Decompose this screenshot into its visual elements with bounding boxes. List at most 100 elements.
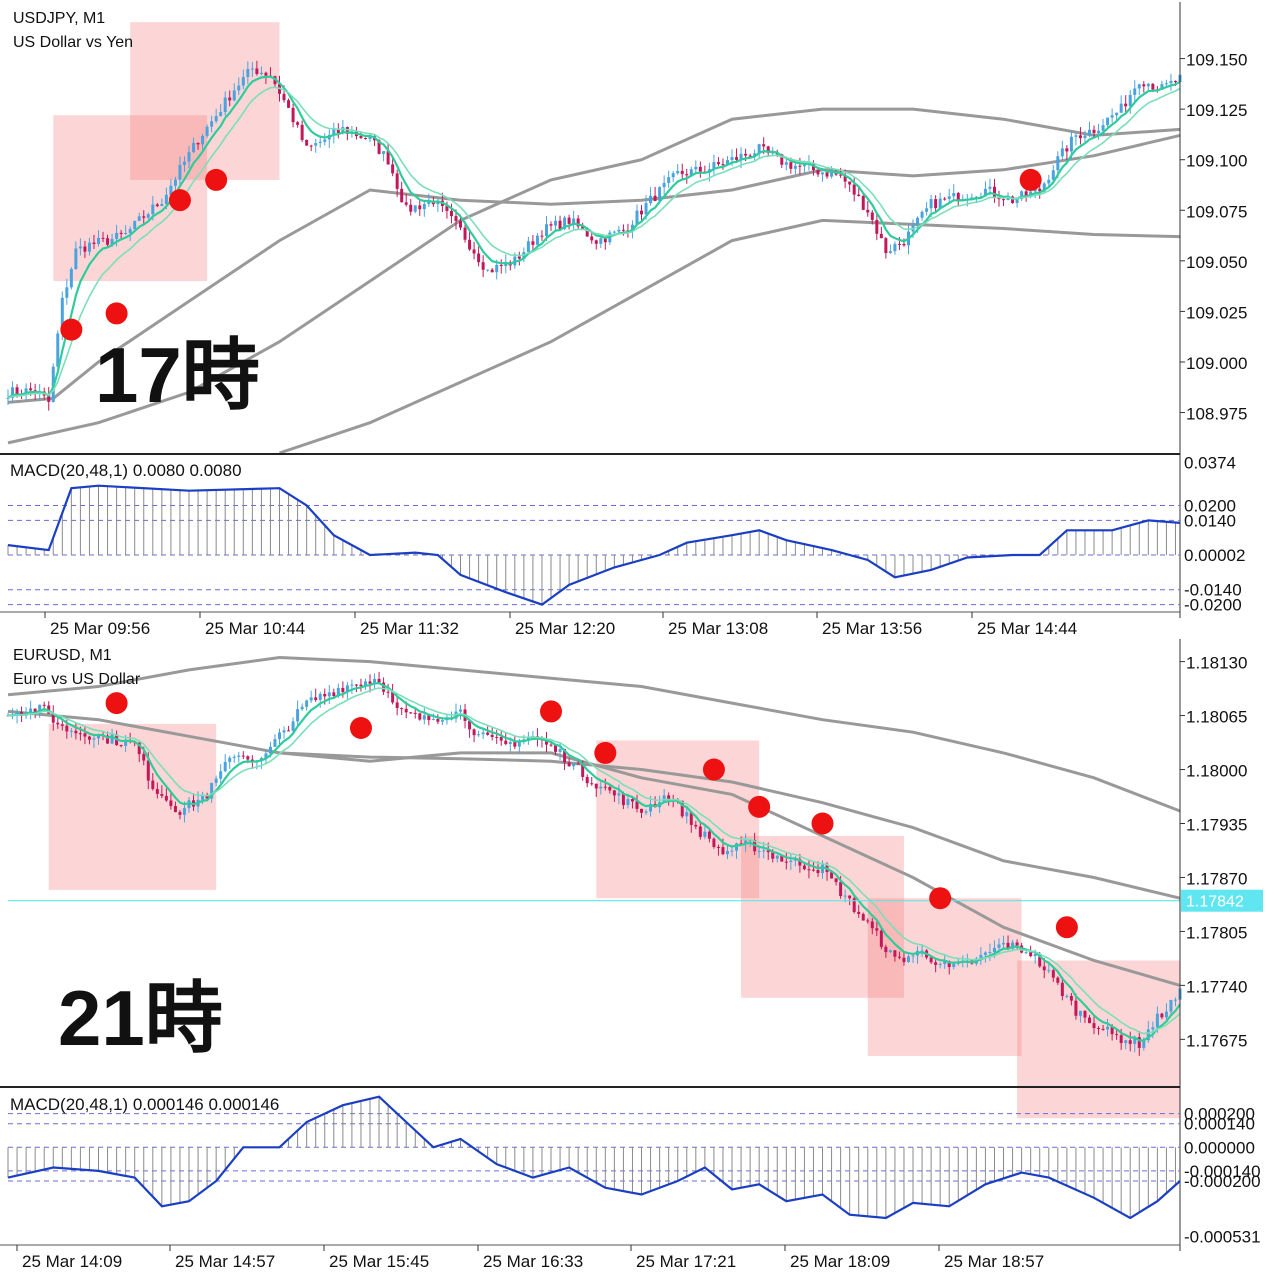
macd-signal-line bbox=[7, 484, 1181, 606]
candle-body bbox=[685, 174, 689, 176]
candle-body bbox=[296, 709, 300, 722]
candle-body bbox=[821, 172, 825, 175]
candle-body bbox=[1106, 117, 1110, 126]
candle-body bbox=[1074, 1000, 1078, 1016]
y-tick-label: 1.17805 bbox=[1186, 923, 1247, 942]
candle-body bbox=[436, 719, 440, 722]
candle-body bbox=[201, 795, 205, 800]
candle-body bbox=[409, 712, 413, 714]
candle-body bbox=[535, 235, 539, 245]
candle-body bbox=[472, 729, 476, 736]
candle-body bbox=[359, 684, 363, 687]
candle-body bbox=[694, 824, 698, 827]
candle-body bbox=[151, 204, 155, 215]
candle-body bbox=[477, 734, 481, 736]
candle-body bbox=[676, 170, 680, 174]
candle-body bbox=[603, 238, 607, 243]
candle-body bbox=[870, 921, 874, 929]
macd-signal-line bbox=[7, 1095, 1181, 1220]
candle-body bbox=[567, 217, 571, 224]
candle-body bbox=[1151, 1027, 1155, 1030]
candle-body bbox=[477, 253, 481, 263]
candle-body bbox=[268, 746, 272, 754]
candle-body bbox=[816, 170, 820, 175]
candle-body bbox=[459, 220, 463, 228]
candle-body bbox=[1115, 112, 1119, 116]
candle-body bbox=[1015, 198, 1019, 204]
candle-body bbox=[1092, 129, 1096, 134]
candle-body bbox=[87, 736, 91, 740]
candle-body bbox=[214, 116, 218, 122]
candle-body bbox=[1069, 995, 1073, 1001]
macd-y-tick-label: 0.00002 bbox=[1184, 546, 1245, 565]
candle-body bbox=[309, 145, 313, 147]
candle-body bbox=[404, 708, 408, 713]
candle-body bbox=[300, 706, 304, 710]
candle-body bbox=[617, 229, 621, 232]
candle-body bbox=[830, 872, 834, 879]
candle-body bbox=[599, 786, 603, 789]
candle-body bbox=[866, 209, 870, 213]
signal-marker-4 bbox=[205, 168, 228, 191]
candle-body bbox=[205, 126, 209, 136]
candle-body bbox=[187, 800, 191, 809]
candle-body bbox=[472, 249, 476, 254]
candle-body bbox=[318, 693, 322, 701]
candle-body bbox=[481, 262, 485, 270]
candle-body bbox=[323, 693, 327, 697]
candle-body bbox=[495, 736, 499, 738]
candle-body bbox=[735, 157, 739, 160]
signal-marker-6 bbox=[748, 795, 771, 818]
y-tick-label: 1.17675 bbox=[1186, 1031, 1247, 1050]
candle-body bbox=[1119, 103, 1123, 113]
candle-body bbox=[83, 733, 87, 737]
candle-body bbox=[178, 812, 182, 815]
candle-body bbox=[929, 199, 933, 209]
candle-body bbox=[992, 186, 996, 197]
candle-body bbox=[762, 850, 766, 852]
candle-body bbox=[255, 68, 259, 74]
candle-body bbox=[603, 786, 607, 788]
x-tick-label: 25 Mar 13:56 bbox=[822, 619, 922, 638]
candle-body bbox=[1124, 103, 1128, 107]
candle-body bbox=[60, 724, 64, 726]
candle-body bbox=[296, 122, 300, 125]
candle-body bbox=[146, 214, 150, 218]
candle-body bbox=[893, 243, 897, 252]
candle-body bbox=[716, 846, 720, 848]
candle-body bbox=[572, 218, 576, 224]
candle-body bbox=[544, 740, 548, 745]
candle-body bbox=[644, 811, 648, 813]
candle-body bbox=[160, 793, 164, 796]
macd-y-tick-label: 0.000140 bbox=[1184, 1115, 1255, 1134]
candle-body bbox=[807, 869, 811, 871]
signal-marker-2 bbox=[105, 302, 128, 325]
candle-body bbox=[956, 193, 960, 202]
candle-body bbox=[427, 715, 431, 721]
candle-body bbox=[97, 237, 101, 245]
chart-subtitle: US Dollar vs Yen bbox=[13, 34, 133, 51]
candle-body bbox=[65, 725, 69, 732]
candle-body bbox=[757, 850, 761, 852]
candle-body bbox=[1173, 80, 1177, 83]
candle-body bbox=[594, 783, 598, 789]
candle-body bbox=[1169, 999, 1173, 1012]
candle-body bbox=[173, 179, 177, 186]
band-line-lower bbox=[279, 751, 1181, 900]
candle-body bbox=[635, 210, 639, 225]
candle-body bbox=[707, 831, 711, 839]
band-line-lower bbox=[279, 218, 1181, 455]
candle-body bbox=[549, 224, 553, 226]
candle-body bbox=[771, 852, 775, 859]
candle-body bbox=[228, 97, 232, 101]
candle-body bbox=[1097, 130, 1101, 134]
candle-body bbox=[630, 224, 634, 231]
candle-body bbox=[780, 154, 784, 165]
candle-body bbox=[1115, 1034, 1119, 1036]
candle-body bbox=[798, 165, 802, 167]
candle-body bbox=[725, 160, 729, 165]
candle-body bbox=[300, 124, 304, 140]
candle-body bbox=[1092, 1023, 1096, 1029]
y-tick-label: 1.17870 bbox=[1186, 869, 1247, 888]
